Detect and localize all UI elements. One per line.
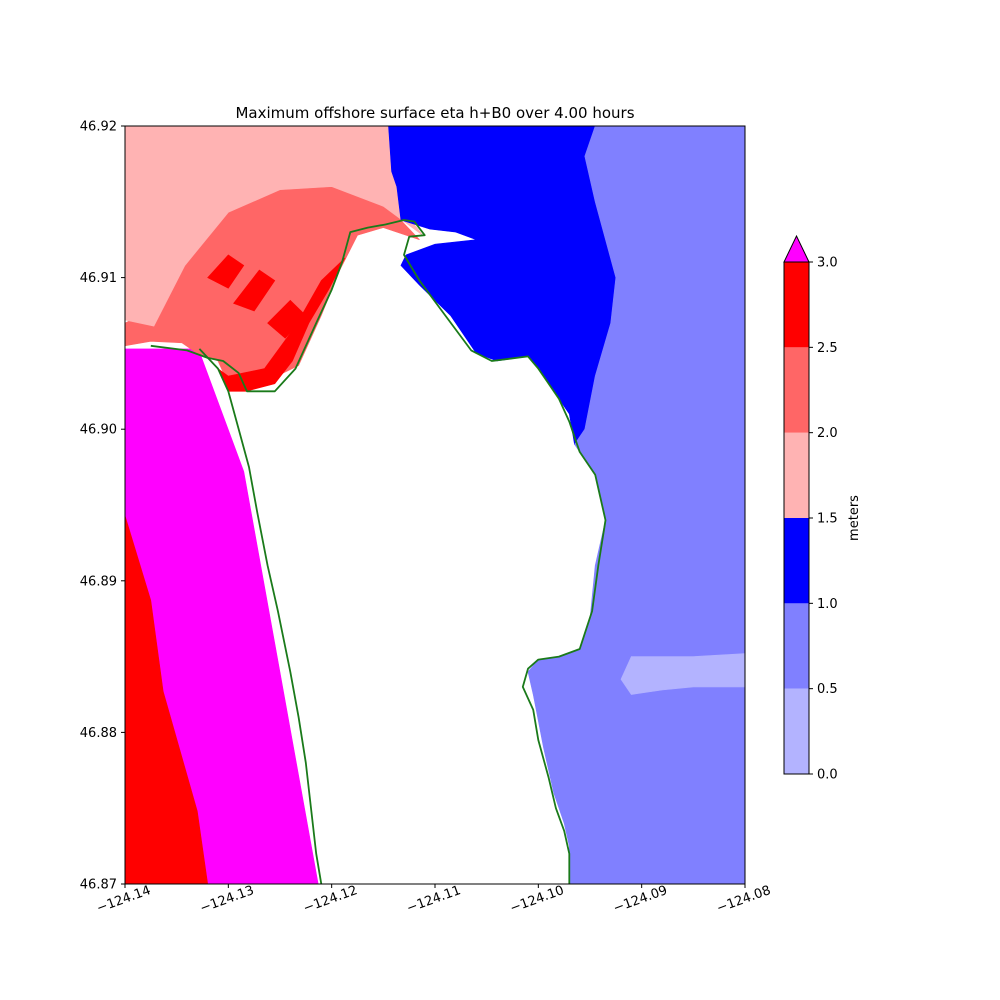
x-axis: −124.14 −124.13 −124.12 −124.11 −124.10 −124.… xyxy=(95,883,773,916)
region-2.5-3.0-spot-2 xyxy=(233,269,276,312)
region-2.5-3.0-spot-3 xyxy=(267,299,307,339)
y-tick-label: 46.89 xyxy=(80,574,117,589)
x-tick-label: −124.12 xyxy=(301,883,359,916)
colorbar-tick-label: 2.5 xyxy=(817,341,838,356)
colorbar-tick-label: 3.0 xyxy=(817,256,838,271)
region-2.5-3.0-spot-1 xyxy=(207,254,245,289)
colorbar-extend-triangle xyxy=(783,234,810,263)
y-tick-label: 46.91 xyxy=(80,271,117,286)
x-tick-label: −124.09 xyxy=(611,883,669,916)
filled-contours xyxy=(125,126,745,884)
colorbar-tick-label: 0.5 xyxy=(817,682,838,697)
y-tick-label: 46.88 xyxy=(80,726,117,741)
x-tick-label: −124.10 xyxy=(508,883,566,916)
colorbar-segment xyxy=(784,262,809,348)
x-tick-label: −124.11 xyxy=(405,883,463,916)
y-tick-label: 46.87 xyxy=(80,878,117,893)
chart-title: Maximum offshore surface eta h+B0 over 4… xyxy=(235,104,634,122)
y-tick-label: 46.90 xyxy=(80,423,117,438)
colorbar-segment xyxy=(784,688,809,774)
x-tick-label: −124.13 xyxy=(198,883,256,916)
coastline-segment-0 xyxy=(150,219,607,884)
colorbar-segment xyxy=(784,432,809,518)
region-0.0-0.5-band xyxy=(620,653,745,695)
colorbar: 0.0 0.5 1.0 1.5 2.0 2.5 3.0 meters xyxy=(783,234,862,783)
region-2.5-3.0-south xyxy=(125,515,209,884)
colorbar-segment xyxy=(784,603,809,689)
colorbar-segment xyxy=(784,518,809,604)
y-axis: 46.87 46.88 46.89 46.90 46.91 46.92 xyxy=(80,120,125,893)
colorbar-segment xyxy=(784,347,809,433)
y-tick-label: 46.92 xyxy=(80,120,117,135)
colorbar-tick-label: 0.0 xyxy=(817,768,838,783)
colorbar-tick-label: 1.0 xyxy=(817,597,838,612)
colorbar-label: meters xyxy=(847,495,862,541)
colorbar-tick-label: 1.5 xyxy=(817,512,838,527)
colorbar-tick-label: 2.0 xyxy=(817,426,838,441)
coastline-segment-1 xyxy=(198,348,323,884)
region-2.5-3.0-shore xyxy=(217,257,346,392)
x-tick-label: −124.08 xyxy=(715,883,773,916)
region-1.0-1.5-bay xyxy=(388,126,617,446)
coastline xyxy=(150,219,607,884)
